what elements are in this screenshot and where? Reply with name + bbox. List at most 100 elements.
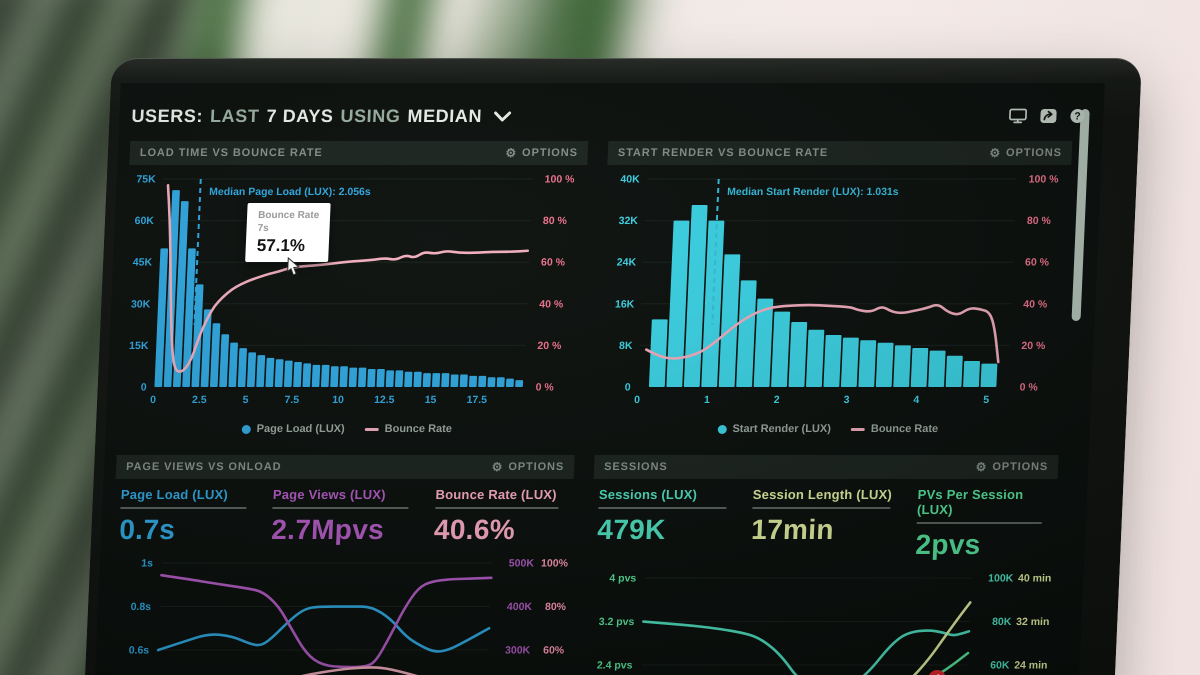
metric-bounce-rate: Bounce Rate (LUX) 40.6% [433, 487, 567, 546]
gear-icon: ⚙ [491, 460, 504, 474]
svg-text:Median Start Render (LUX): 1.0: Median Start Render (LUX): 1.031s [727, 186, 899, 198]
legend-dot [241, 424, 251, 434]
panel-title: LOAD TIME VS BOUNCE RATE [139, 147, 323, 159]
dashboard: USERS: LAST 7 DAYS USING MEDIAN [93, 83, 1105, 675]
title-last: LAST [209, 105, 260, 126]
panel-start-render-vs-bounce-rate: START RENDER VS BOUNCE RATE ⚙ OPTIONS 40… [596, 141, 1073, 435]
svg-text:60K: 60K [990, 660, 1010, 672]
load-time-histogram-chart[interactable]: 75K 60K 45K 30K 15K 0 100 % 80 % 60 % 40 % 20 % 0 %… [118, 169, 587, 421]
svg-text:60 %: 60 % [1025, 257, 1050, 269]
laptop-screen: USERS: LAST 7 DAYS USING MEDIAN [84, 58, 1143, 675]
panel-page-views-vs-onload: PAGE VIEWS VS ONLOAD ⚙ OPTIONS Page Load… [106, 455, 575, 675]
svg-text:60 %: 60 % [541, 257, 566, 269]
svg-text:40K: 40K [620, 174, 640, 186]
svg-text:2.5: 2.5 [192, 394, 207, 406]
svg-text:0 %: 0 % [535, 382, 554, 394]
metric-value: 0.7s [118, 514, 176, 545]
svg-text:60%: 60% [543, 645, 565, 657]
svg-text:20 %: 20 % [537, 340, 562, 352]
page-views-line-chart[interactable]: 1s 0.8s 0.6s 500K 400K 300K 100% 80% 60% [107, 550, 571, 675]
svg-text:100 %: 100 % [1028, 174, 1059, 186]
svg-text:60K: 60K [134, 215, 154, 227]
options-button[interactable]: ⚙ OPTIONS [989, 146, 1063, 160]
metric-value: 479K [596, 514, 667, 545]
svg-text:100%: 100% [541, 558, 569, 570]
svg-text:300K: 300K [505, 644, 531, 656]
svg-text:80 %: 80 % [543, 215, 568, 227]
legend-item[interactable]: Page Load (LUX) [241, 423, 345, 435]
svg-text:16K: 16K [615, 298, 635, 310]
gear-icon: ⚙ [505, 146, 518, 160]
svg-text:80 %: 80 % [1027, 215, 1052, 227]
svg-text:15: 15 [424, 394, 436, 406]
svg-text:32K: 32K [618, 215, 638, 227]
svg-text:0.6s: 0.6s [128, 645, 149, 657]
svg-text:17.5: 17.5 [466, 394, 487, 406]
svg-text:0: 0 [141, 382, 148, 394]
svg-text:45K: 45K [133, 257, 153, 269]
display-icon[interactable] [1008, 108, 1028, 124]
options-button[interactable]: ⚙ OPTIONS [491, 460, 565, 474]
svg-text:0.8s: 0.8s [130, 601, 151, 613]
tooltip-x-value: 7s [257, 222, 269, 234]
svg-text:400K: 400K [507, 601, 533, 613]
svg-text:24 min: 24 min [1014, 659, 1048, 671]
options-button[interactable]: ⚙ OPTIONS [505, 146, 579, 160]
chevron-down-icon[interactable] [493, 111, 511, 122]
svg-text:0: 0 [634, 394, 641, 406]
svg-text:1: 1 [704, 394, 711, 406]
legend-item[interactable]: Bounce Rate [850, 423, 938, 435]
header-toolbar: ? [1008, 108, 1086, 124]
gear-icon: ⚙ [989, 146, 1002, 160]
panel-title: PAGE VIEWS VS ONLOAD [125, 461, 282, 473]
page-title[interactable]: USERS: LAST 7 DAYS USING MEDIAN [131, 106, 512, 127]
panels-grid: LOAD TIME VS BOUNCE RATE ⚙ OPTIONS 75K 60… [106, 141, 1090, 675]
options-button[interactable]: ⚙ OPTIONS [975, 460, 1049, 474]
chart-legend: Start Render (LUX) Bounce Rate [596, 423, 1061, 435]
svg-text:7.5: 7.5 [284, 394, 299, 406]
chart-legend: Page Load (LUX) Bounce Rate [118, 423, 577, 435]
legend-line [364, 427, 379, 431]
svg-text:5: 5 [242, 394, 249, 406]
title-aggregation: MEDIAN [407, 105, 483, 126]
svg-text:4: 4 [913, 394, 920, 406]
metric-underline [598, 507, 727, 509]
sessions-line-chart[interactable]: 4 pvs 3.2 pvs 2.4 pvs 100K 80K 60K 40 min 32 mi… [584, 565, 1054, 675]
svg-text:20 %: 20 % [1021, 340, 1046, 352]
metric-underline [916, 522, 1042, 524]
panel-sessions: SESSIONS ⚙ OPTIONS Sessions (LUX) 479K [584, 455, 1059, 675]
svg-text:3: 3 [843, 394, 850, 406]
title-users: USERS: [131, 105, 204, 126]
svg-text:1s: 1s [141, 558, 153, 570]
metrics-row: Sessions (LUX) 479K Session Length (LUX)… [590, 479, 1058, 561]
svg-text:75K: 75K [136, 174, 156, 186]
panel-title: START RENDER VS BOUNCE RATE [617, 147, 829, 159]
svg-text:100 %: 100 % [544, 174, 575, 186]
panel-header: PAGE VIEWS VS ONLOAD ⚙ OPTIONS [115, 455, 575, 479]
svg-text:80%: 80% [545, 601, 567, 613]
svg-text:40 %: 40 % [539, 298, 564, 310]
svg-text:?: ? [1074, 111, 1081, 123]
title-range: 7 DAYS [266, 105, 334, 126]
svg-text:100K: 100K [988, 573, 1014, 585]
metric-page-load: Page Load (LUX) 0.7s [119, 487, 256, 546]
svg-text:40 %: 40 % [1023, 298, 1048, 310]
tooltip-value: 57.1% [256, 236, 306, 255]
panel-header: SESSIONS ⚙ OPTIONS [593, 455, 1059, 479]
metric-sessions: Sessions (LUX) 479K [596, 487, 735, 561]
svg-text:0: 0 [625, 382, 632, 394]
svg-text:5: 5 [983, 394, 990, 406]
legend-item[interactable]: Bounce Rate [364, 423, 452, 435]
legend-item[interactable]: Start Render (LUX) [717, 423, 831, 435]
hover-tooltip: Bounce Rate 7s 57.1% [245, 203, 331, 262]
dashboard-header: USERS: LAST 7 DAYS USING MEDIAN [131, 99, 1090, 133]
tooltip-series: Bounce Rate [257, 210, 320, 221]
start-render-histogram-chart[interactable]: 40K 32K 24K 16K 8K 0 100 % 80 % 60 % 40 % 20 % 0 % 0… [596, 169, 1071, 421]
share-icon[interactable] [1039, 108, 1058, 124]
panel-header: LOAD TIME VS BOUNCE RATE ⚙ OPTIONS [129, 141, 589, 165]
metric-value: 2.7Mpvs [270, 514, 385, 545]
svg-text:2: 2 [774, 394, 781, 406]
svg-text:0: 0 [150, 394, 157, 406]
metric-underline [434, 507, 559, 509]
